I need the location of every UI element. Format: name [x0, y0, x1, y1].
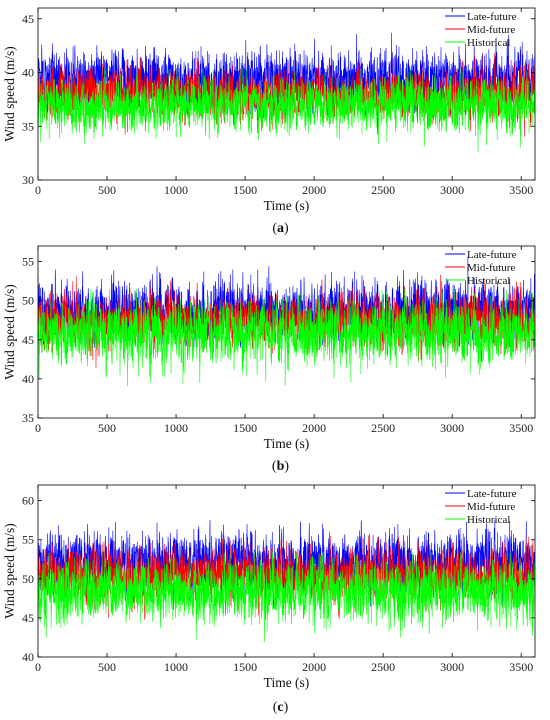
- x-tick-label: 1500: [233, 421, 257, 435]
- y-tick-label: 50: [22, 294, 34, 308]
- y-tick-label: 40: [22, 66, 34, 80]
- y-axis-label: Wind speed (m/s): [2, 284, 17, 379]
- x-tick-label: 500: [98, 183, 116, 197]
- y-tick-label: 35: [22, 411, 34, 425]
- panel-label-part: (: [272, 459, 277, 474]
- series-group: [38, 519, 535, 643]
- legend-label-mid: Mid-future: [467, 262, 515, 274]
- x-tick-label: 0: [35, 421, 41, 435]
- y-axis-label: Wind speed (m/s): [2, 46, 17, 141]
- x-tick-label: 1500: [233, 183, 257, 197]
- y-tick-label: 55: [22, 533, 34, 547]
- panel-label-part: ): [284, 700, 289, 715]
- panel-label-part: b: [277, 459, 285, 474]
- x-tick-label: 3500: [509, 421, 533, 435]
- legend-label-mid: Mid-future: [467, 24, 515, 36]
- legend-label-hist: Historical: [467, 37, 510, 49]
- panel-label-part: ): [284, 459, 289, 474]
- panel-label: (a): [272, 221, 289, 236]
- panel-label-part: ): [284, 221, 289, 236]
- x-axis-label: Time (s): [264, 675, 310, 690]
- x-tick-label: 0: [35, 660, 41, 674]
- y-tick-label: 45: [22, 611, 34, 625]
- x-tick-label: 2500: [371, 183, 395, 197]
- chart-panel-a: 0 500 1000 1500 2000 2500 3000 3500 30 35 40 45 Time…: [2, 7, 536, 236]
- legend-label-hist: Historical: [467, 275, 510, 287]
- y-tick-label: 40: [22, 650, 34, 664]
- legend-label-late: Late-future: [467, 249, 517, 261]
- x-tick-label: 500: [98, 660, 116, 674]
- y-tick-label: 55: [22, 255, 34, 269]
- panel-label: (c): [273, 700, 289, 715]
- panel-label-part: (: [272, 221, 277, 236]
- x-tick-label: 3000: [440, 183, 464, 197]
- y-tick-label: 50: [22, 572, 34, 586]
- legend-label-late: Late-future: [467, 11, 517, 23]
- series-line-mid: [38, 535, 535, 620]
- plot-frame: [37, 245, 536, 419]
- series-line-hist: [38, 551, 535, 643]
- x-tick-label: 3500: [509, 183, 533, 197]
- x-axis-label: Time (s): [264, 198, 310, 213]
- x-tick-label: 1000: [164, 183, 188, 197]
- x-tick-label: 0: [35, 183, 41, 197]
- panel-label: (b): [272, 459, 289, 474]
- y-tick-label: 35: [22, 119, 34, 133]
- panel-label-part: (: [273, 700, 278, 715]
- y-tick-label: 30: [22, 173, 34, 187]
- legend-label-mid: Mid-future: [467, 501, 515, 513]
- plot-frame: [37, 484, 536, 658]
- y-tick-label: 40: [22, 372, 34, 386]
- x-tick-label: 2000: [302, 660, 326, 674]
- series-group: [38, 32, 535, 153]
- series-group: [38, 256, 535, 387]
- x-tick-label: 2500: [371, 660, 395, 674]
- chart-panel-c: 0 500 1000 1500 2000 2500 3000 3500 40 45 50 55 60 Ti…: [2, 484, 536, 715]
- legend-label-late: Late-future: [467, 488, 517, 500]
- x-tick-label: 1500: [233, 660, 257, 674]
- x-tick-label: 1000: [164, 421, 188, 435]
- x-tick-label: 2500: [371, 421, 395, 435]
- series-line-hist: [38, 67, 535, 153]
- legend-label-hist: Historical: [467, 514, 510, 526]
- y-axis-label: Wind speed (m/s): [2, 523, 17, 618]
- plot-frame: [37, 7, 536, 181]
- chart-panel-b: 0 500 1000 1500 2000 2500 3000 3500 35 40 45 50 55 Ti…: [2, 245, 536, 474]
- x-tick-label: 1000: [164, 660, 188, 674]
- x-axis-label: Time (s): [264, 436, 310, 451]
- panel-label-part: a: [277, 221, 284, 236]
- y-tick-label: 45: [22, 12, 34, 26]
- x-tick-label: 500: [98, 421, 116, 435]
- x-tick-label: 2000: [302, 183, 326, 197]
- panel-label-part: c: [277, 700, 283, 715]
- x-tick-label: 2000: [302, 421, 326, 435]
- series-line-hist: [38, 288, 535, 387]
- y-tick-label: 60: [22, 494, 34, 508]
- y-tick-label: 45: [22, 333, 34, 347]
- x-tick-label: 3000: [440, 660, 464, 674]
- x-tick-label: 3500: [509, 660, 533, 674]
- x-tick-label: 3000: [440, 421, 464, 435]
